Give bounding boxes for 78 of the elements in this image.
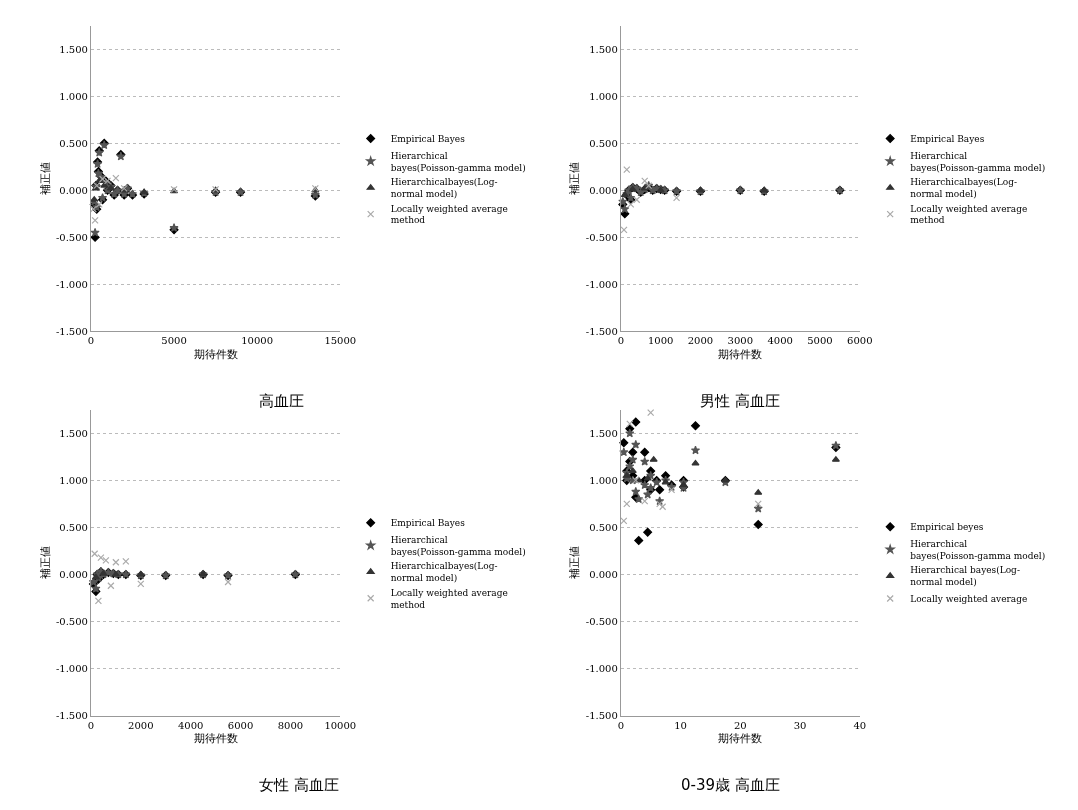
y-tick-label: 1.000 — [59, 90, 88, 102]
x-tick-label: 0 — [87, 335, 95, 347]
x-tick-label: 15000 — [324, 335, 357, 347]
y-tick-label: 0.500 — [589, 137, 618, 149]
x-tick-label: 0 — [87, 719, 95, 731]
legend-label: Locally weighted average method — [390, 587, 508, 610]
x-tick-label: 6000 — [847, 335, 873, 347]
text: 高血圧 — [259, 392, 304, 410]
x-axis-title: 期待件数 — [193, 347, 238, 361]
legend-label: Hierarchical bayes(Log-normal model) — [910, 565, 1020, 588]
legend-label: Hierarchical bayes(Poisson-gamma model) — [390, 150, 526, 173]
y-tick-label: 1.500 — [59, 427, 88, 439]
y-axis-title: 補正値 — [568, 546, 582, 580]
y-tick-label: 1.500 — [59, 43, 88, 55]
x-tick-label: 2000 — [128, 719, 154, 731]
x-axis-title: 期待件数 — [193, 731, 238, 745]
legend-label: Hierarchicalbayes(Log-normal model) — [910, 177, 1018, 200]
x-tick-label: 30 — [793, 719, 807, 731]
y-axis-title: 補正値 — [38, 546, 52, 580]
x-tick-label: 5000 — [807, 335, 833, 347]
y-tick-label: 1.000 — [589, 90, 618, 102]
y-tick-label: 0.500 — [59, 521, 88, 533]
x-tick-label: 20 — [733, 719, 747, 731]
x-tick-label: 10 — [674, 719, 687, 731]
legend-label: Hierarchical bayes(Poisson-gamma model) — [390, 535, 526, 557]
legend-label: Hierarchical bayes(Poisson-gamma model) — [910, 150, 1046, 173]
text: 男性 高血圧 — [700, 392, 780, 410]
x-tick-label: 2000 — [687, 335, 714, 347]
y-tick-label: -1.000 — [585, 663, 618, 675]
legend-label: Hierarchicalbayes(Log-normal model) — [390, 177, 498, 200]
y-tick-label: 0.000 — [59, 568, 88, 580]
legend-label: Empirical Bayes — [910, 134, 985, 145]
y-tick-label: 0.500 — [59, 137, 88, 149]
y-tick-label: 1.500 — [589, 43, 618, 55]
x-tick-label: 4000 — [767, 335, 793, 347]
x-axis-title: 期待件数 — [718, 347, 763, 361]
y-axis-title: 補正値 — [38, 162, 52, 196]
x-tick-label: 3000 — [727, 335, 754, 347]
x-tick-label: 0 — [617, 335, 624, 347]
legend-label: Locally weighted average method — [390, 203, 508, 226]
x-axis-title: 期待件数 — [718, 731, 763, 745]
y-tick-label: 0.000 — [589, 184, 618, 196]
x-tick-label: 8000 — [277, 719, 304, 731]
legend-label: Empirical Bayes — [390, 518, 466, 529]
y-tick-label: 1.000 — [59, 474, 88, 486]
text: 0-39歳 高血圧 — [681, 776, 780, 794]
legend-label: Hierarchicalbayes(Log-normal model) — [390, 561, 498, 584]
x-tick-label: 10000 — [241, 335, 274, 347]
y-tick-label: -1.000 — [55, 278, 88, 290]
x-tick-label: 10000 — [324, 719, 357, 731]
y-tick-label: -1.000 — [55, 663, 88, 675]
y-tick-label: -0.500 — [55, 616, 88, 628]
y-tick-label: 0.000 — [589, 568, 618, 580]
legend-label: Hierarchical bayes(Poisson-gamma model) — [910, 539, 1046, 561]
y-tick-label: 1.000 — [589, 474, 618, 486]
legend-label: Empirical Bayes — [390, 134, 466, 145]
legend-label: Locally weighted average — [910, 594, 1028, 605]
x-tick-label: 40 — [853, 719, 867, 731]
x-tick-label: 0 — [617, 719, 624, 731]
y-tick-label: 0.000 — [59, 184, 88, 196]
y-axis-title: 補正値 — [568, 162, 582, 196]
x-tick-label: 5000 — [161, 335, 187, 347]
y-tick-label: -1.000 — [585, 278, 618, 290]
y-tick-label: -1.500 — [585, 325, 618, 337]
x-tick-label: 1000 — [647, 335, 674, 347]
y-tick-label: -0.500 — [55, 231, 88, 243]
y-tick-label: -0.500 — [585, 231, 618, 243]
y-tick-label: -0.500 — [585, 616, 618, 628]
y-tick-label: -1.500 — [55, 710, 88, 722]
text: 女性 高血圧 — [259, 776, 339, 794]
y-tick-label: 0.500 — [589, 521, 618, 533]
y-tick-label: -1.500 — [55, 325, 88, 337]
legend-label: Locally weighted average method — [910, 203, 1028, 226]
y-tick-label: -1.500 — [585, 710, 618, 722]
x-tick-label: 6000 — [227, 719, 254, 731]
legend-label: Empirical beyes — [910, 522, 984, 533]
y-tick-label: 1.500 — [589, 427, 618, 439]
x-tick-label: 4000 — [177, 719, 204, 731]
